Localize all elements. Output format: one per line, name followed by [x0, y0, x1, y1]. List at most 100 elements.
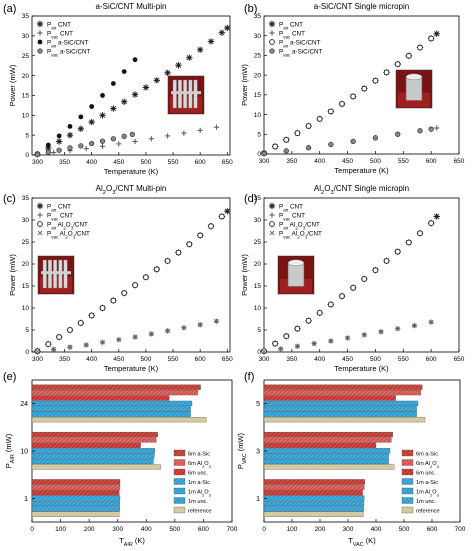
bar — [263, 495, 365, 501]
data-point — [197, 232, 204, 239]
bar — [31, 458, 154, 465]
legend-entry: 1m a-Sic — [188, 480, 210, 486]
legend-entry: Pair CNT — [279, 21, 303, 30]
sem-inset-pillar-top — [287, 259, 305, 267]
legend-swatch — [173, 459, 186, 466]
bar — [263, 437, 392, 443]
y-tick-label: 0 — [25, 349, 29, 356]
x-tick-label: 400 — [86, 159, 97, 166]
legend-entry: Pvac a-SiC/CNT — [47, 48, 91, 57]
data-point — [395, 131, 401, 137]
data-point — [372, 267, 379, 274]
data-point — [131, 91, 139, 98]
legend-entry: 1m a-Sic — [416, 480, 438, 486]
legend-entry: Pvac a-SiC/CNT — [279, 48, 323, 57]
bar — [263, 500, 365, 507]
legend-swatch — [173, 506, 186, 514]
data-point — [417, 44, 423, 51]
bar — [263, 411, 417, 417]
data-point — [395, 326, 401, 332]
x-tick-label: 550 — [398, 158, 409, 165]
y-tick-label: 30 — [254, 217, 262, 224]
y-tick-label: 5 — [25, 327, 29, 334]
data-point — [214, 318, 219, 324]
x-tick-label: 450 — [113, 159, 124, 166]
data-point — [311, 341, 317, 346]
data-point — [175, 62, 182, 69]
data-point — [148, 331, 154, 337]
data-point — [272, 143, 278, 150]
x-tick-label: 400 — [371, 526, 382, 533]
data-point — [394, 61, 401, 67]
legend-entry: 1m Al2O3 — [416, 489, 440, 497]
series — [35, 318, 219, 354]
legend-entry: 6m Al2O3 — [416, 461, 440, 469]
bar — [263, 464, 395, 470]
bar — [31, 395, 170, 401]
series — [34, 131, 136, 157]
panel-f: (f) 5 3 1 0 100 200 300 400 500 600 700 TVAC (K) PVAC… — [236, 371, 466, 548]
data-point — [394, 248, 401, 255]
data-point — [132, 57, 138, 63]
series — [261, 319, 434, 354]
data-point — [121, 133, 127, 139]
x-tick-label: 650 — [454, 158, 465, 165]
y-tick-label: 15 — [22, 283, 30, 290]
y-tick-label: 5 — [257, 327, 261, 334]
x-axis-label: Temperature (K) — [104, 364, 159, 373]
data-point — [37, 39, 43, 45]
data-point — [372, 135, 379, 141]
y-tick-label: 1 — [24, 496, 28, 503]
x-tick-label: 600 — [426, 158, 437, 165]
x-tick-label: 650 — [454, 356, 465, 363]
y-tick-label: 0 — [257, 151, 261, 158]
data-point — [45, 144, 52, 152]
x-tick-label: 550 — [168, 159, 179, 166]
data-point — [186, 241, 193, 248]
x-tick-label: 600 — [195, 159, 206, 166]
data-point — [328, 301, 334, 308]
legend-entry: Pvac CNT — [47, 212, 73, 221]
data-point — [328, 141, 334, 148]
x-tick-label: 300 — [112, 526, 123, 533]
data-point — [89, 104, 95, 109]
x-tick-label: 300 — [259, 158, 270, 165]
y-tick-label: 5 — [256, 401, 260, 408]
y-axis-label: PAIR (mW) — [4, 433, 16, 468]
data-point — [35, 349, 40, 354]
y-tick-label: 15 — [254, 283, 262, 290]
data-point — [78, 143, 84, 149]
data-point — [37, 30, 43, 36]
data-point — [36, 20, 44, 28]
data-point — [110, 105, 117, 112]
x-tick-label: 300 — [259, 356, 270, 363]
y-tick-label: 30 — [22, 33, 30, 40]
y-tick-label: 10 — [254, 305, 262, 312]
data-point — [110, 136, 117, 142]
data-point — [88, 312, 95, 319]
data-point — [328, 338, 334, 344]
data-point — [89, 140, 95, 147]
data-point — [100, 339, 105, 345]
bar — [263, 406, 417, 412]
data-point — [45, 149, 51, 155]
data-point — [83, 146, 89, 152]
bar — [31, 417, 207, 423]
x-tick-label: 500 — [399, 526, 410, 533]
bar — [31, 495, 121, 501]
x-tick-label: 400 — [86, 356, 97, 363]
x-tick-label: 200 — [315, 526, 326, 533]
data-point — [51, 150, 57, 156]
data-point — [269, 30, 275, 36]
bar — [263, 511, 364, 517]
data-point — [181, 325, 187, 331]
legend-entry: reference — [188, 508, 212, 514]
data-point — [45, 142, 51, 148]
sem-inset-bar — [171, 91, 201, 95]
bar — [263, 395, 396, 401]
legend-swatch — [401, 487, 414, 495]
